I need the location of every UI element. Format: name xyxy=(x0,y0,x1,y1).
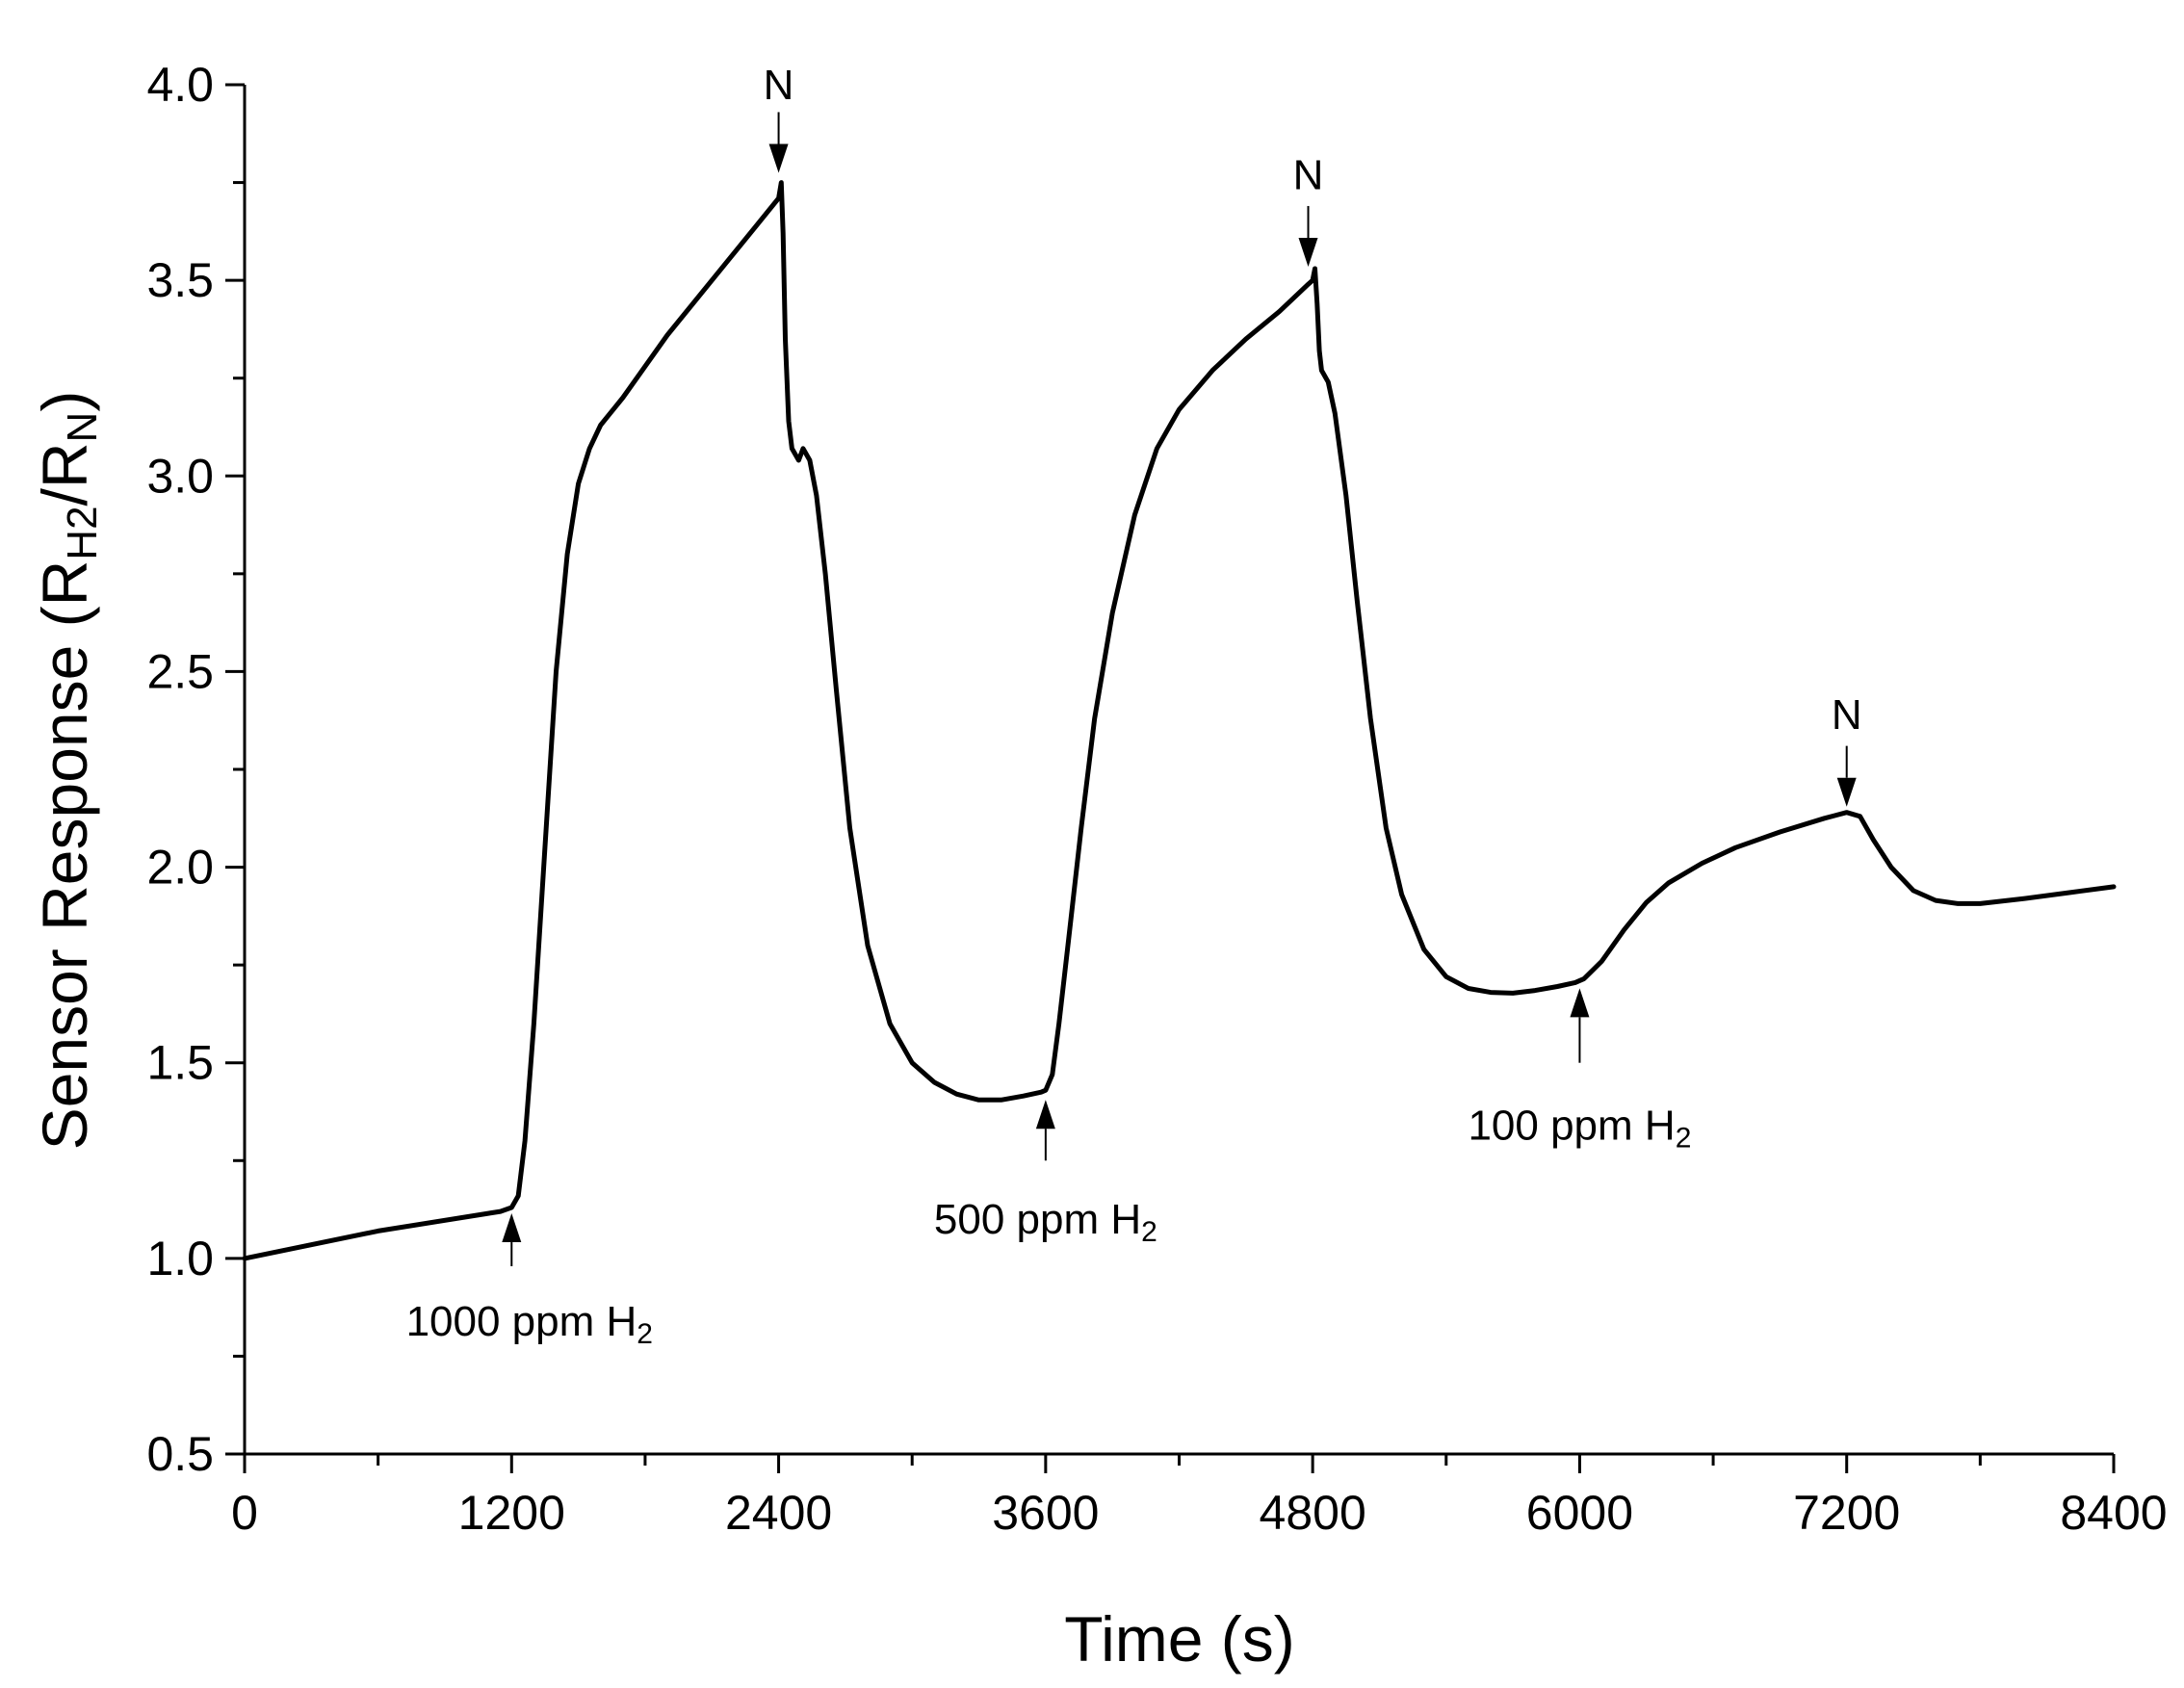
x-axis-title: Time (s) xyxy=(1064,1603,1295,1675)
ticks xyxy=(225,83,2116,1473)
annotation-label: N xyxy=(1293,151,1324,198)
arrow-head-up-icon xyxy=(502,1213,522,1243)
annotation-n-1: N xyxy=(764,62,794,173)
y-tick-label: 3.5 xyxy=(146,253,214,307)
y-tick-label: 1.5 xyxy=(146,1036,214,1090)
y-axis-title-sub2: N xyxy=(59,412,106,443)
y-axis-title-mid: /R xyxy=(29,442,100,506)
axes xyxy=(243,85,2114,1456)
series-line xyxy=(242,180,2117,1261)
annotation-label: N xyxy=(764,62,794,109)
annotation-h2-100: 100 ppm H2 xyxy=(1468,988,1691,1155)
x-tick-label: 1200 xyxy=(458,1486,565,1540)
y-axis-title-sub1: H2 xyxy=(59,506,106,559)
annotation-h2-500: 500 ppm H2 xyxy=(934,1100,1157,1248)
annotation-n-3: N xyxy=(1832,691,1862,807)
annotation-label: 1000 ppm H2 xyxy=(406,1298,653,1350)
y-tick-label: 4.0 xyxy=(146,58,214,112)
tick-labels: 0 1200 2400 3600 4800 6000 7200 8400 0.5 1.0 1.5 2.… xyxy=(146,58,2167,1540)
annotation-h2-1000: 1000 ppm H2 xyxy=(406,1213,653,1350)
x-tick-label: 0 xyxy=(231,1486,258,1540)
y-tick-label: 0.5 xyxy=(146,1427,214,1481)
y-tick-label: 2.0 xyxy=(146,841,214,895)
y-tick-label: 3.0 xyxy=(146,449,214,503)
arrow-head-down-icon xyxy=(768,143,789,173)
annotation-label: 100 ppm H2 xyxy=(1468,1103,1691,1155)
y-axis-title-end: ) xyxy=(29,391,100,412)
annotation-n-2: N xyxy=(1293,151,1324,268)
annotations: 1000 ppm H2 500 ppm H2 100 ppm H2 N N N xyxy=(406,62,1862,1350)
y-tick-label: 2.5 xyxy=(146,644,214,698)
x-tick-label: 7200 xyxy=(1793,1486,1900,1540)
annotation-label: N xyxy=(1832,691,1862,739)
x-tick-label: 8400 xyxy=(2060,1486,2167,1540)
arrow-head-down-icon xyxy=(1836,777,1857,807)
x-tick-label: 6000 xyxy=(1526,1486,1633,1540)
y-axis-title: Sensor Response (RH2/RN) xyxy=(29,391,106,1151)
x-tick-label: 3600 xyxy=(992,1486,1099,1540)
y-axis-title-main: Sensor Response (R xyxy=(29,560,100,1151)
arrow-head-up-icon xyxy=(1035,1100,1055,1130)
annotation-label: 500 ppm H2 xyxy=(934,1196,1157,1248)
arrow-head-down-icon xyxy=(1298,238,1318,268)
x-tick-label: 4800 xyxy=(1260,1486,1366,1540)
y-tick-label: 1.0 xyxy=(146,1232,214,1285)
arrow-head-up-icon xyxy=(1570,988,1590,1018)
x-tick-label: 2400 xyxy=(725,1486,832,1540)
